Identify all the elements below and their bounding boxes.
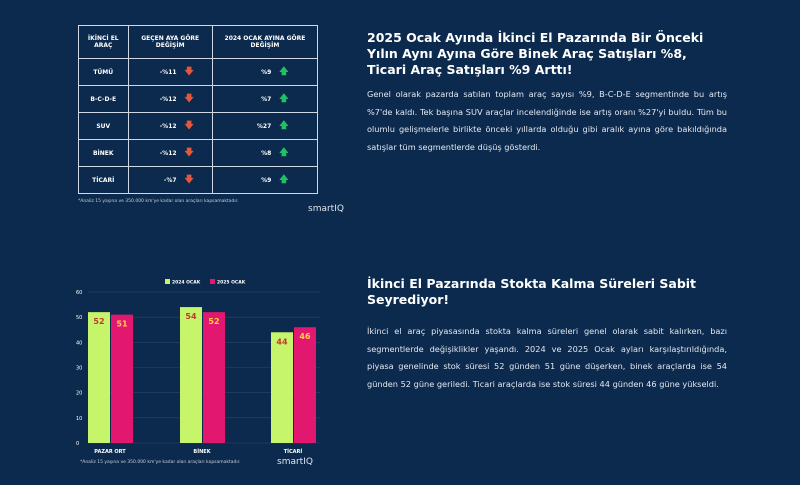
yearly-change: %7	[261, 96, 272, 103]
monthly-change: -%12	[159, 123, 177, 130]
yearly-change: %27	[256, 123, 272, 130]
data-label: 44	[276, 337, 288, 346]
bar	[271, 332, 293, 443]
table-row: TİCARİ -%7 🡇 %9 🡅	[78, 166, 319, 194]
bar	[294, 327, 316, 443]
legend-label: 2024 OCAK	[172, 280, 201, 286]
table-row: SUV -%12 🡇 %27 🡅	[78, 112, 319, 140]
arrow-up-icon: 🡅	[279, 148, 289, 158]
arrow-up-icon: 🡅	[279, 175, 289, 185]
monthly-change-cell: -%12 🡇	[127, 139, 213, 167]
table-note: *Analiz 15 yaşına ve 350.000 km'ye kadar…	[78, 199, 239, 204]
stock-duration-chart: 0 10 20 30 40 50 60 2024 OCAK 2025 OCAK 52 51 PAZAR…	[76, 279, 320, 455]
chart-logo: smartIQ	[277, 457, 313, 467]
x-tick-label: PAZAR ORT	[94, 449, 126, 455]
y-tick-label: 10	[76, 416, 82, 422]
section2-title: İkinci El Pazarında Stokta Kalma Süreler…	[367, 276, 697, 307]
data-label: 51	[116, 320, 128, 329]
data-label: 46	[299, 332, 311, 341]
monthly-change-cell: -%11 🡇	[127, 58, 213, 86]
yearly-change-cell: %9 🡅	[211, 58, 319, 86]
section2-body: İkinci el araç piyasasında stokta kalma …	[367, 326, 727, 389]
yearly-change: %9	[261, 69, 272, 76]
yearly-change-cell: %8 🡅	[211, 139, 319, 167]
yearly-change-cell: %9 🡅	[211, 166, 319, 194]
monthly-change: -%12	[159, 150, 177, 157]
monthly-change-cell: -%12 🡇	[127, 85, 213, 113]
data-label: 52	[208, 317, 219, 326]
arrow-down-icon: 🡇	[184, 67, 194, 77]
segment: B-C-D-E	[78, 85, 129, 113]
segment: TÜMÜ	[78, 58, 129, 86]
segment: TİCARİ	[78, 166, 129, 194]
x-tick-label: BİNEK	[193, 448, 211, 455]
arrow-down-icon: 🡇	[184, 175, 194, 185]
arrow-up-icon: 🡅	[279, 121, 289, 131]
bar	[111, 314, 133, 443]
y-tick-label: 40	[76, 340, 82, 346]
y-tick-label: 60	[76, 290, 82, 296]
table-row: B-C-D-E -%12 🡇 %7 🡅	[78, 85, 319, 113]
chart-note: *Analiz 15 yaşına ve 350.000 km'ye kadar…	[80, 460, 241, 465]
yearly-change-cell: %27 🡅	[211, 112, 319, 140]
header: İKİNCİ EL ARAÇ	[78, 25, 129, 59]
bar	[88, 312, 110, 443]
arrow-up-icon: 🡅	[279, 67, 289, 77]
change-table: İKİNCİ EL ARAÇ GEÇEN AYA GÖRE DEĞİŞİM 20…	[78, 25, 319, 194]
monthly-change: -%7	[163, 177, 177, 184]
table-row: BİNEK -%12 🡇 %8 🡅	[78, 139, 319, 167]
y-tick-label: 50	[76, 315, 82, 321]
data-label: 52	[93, 317, 104, 326]
y-tick-label: 0	[76, 441, 79, 447]
table-row: TÜMÜ -%11 🡇 %9 🡅	[78, 58, 319, 86]
bar	[203, 312, 225, 443]
logo: smartIQ	[308, 204, 344, 214]
y-tick-label: 30	[76, 366, 82, 372]
yearly-change-cell: %7 🡅	[211, 85, 319, 113]
section1-body: Genel olarak pazarda satılan toplam araç…	[367, 89, 727, 152]
monthly-change-cell: -%12 🡇	[127, 112, 213, 140]
yearly-change: %9	[261, 177, 272, 184]
legend-label: 2025 OCAK	[217, 280, 246, 286]
arrow-down-icon: 🡇	[184, 94, 194, 104]
segment: BİNEK	[78, 139, 129, 167]
header: GEÇEN AYA GÖRE DEĞİŞİM	[127, 25, 213, 59]
bar	[180, 307, 202, 443]
monthly-change: -%11	[159, 69, 177, 76]
header: 2024 OCAK AYINA GÖRE DEĞİŞİM	[211, 25, 319, 59]
monthly-change-cell: -%7 🡇	[127, 166, 213, 194]
arrow-down-icon: 🡇	[184, 121, 194, 131]
legend-swatch	[210, 279, 215, 284]
segment: SUV	[78, 112, 129, 140]
x-tick-label: TİCARİ	[284, 448, 303, 455]
y-tick-label: 20	[76, 391, 82, 397]
data-label: 54	[185, 312, 197, 321]
arrow-down-icon: 🡇	[184, 148, 194, 158]
legend-swatch	[165, 279, 170, 284]
monthly-change: -%12	[159, 96, 177, 103]
arrow-up-icon: 🡅	[279, 94, 289, 104]
yearly-change: %8	[261, 150, 272, 157]
section1-title: 2025 Ocak Ayında İkinci El Pazarında Bir…	[367, 30, 704, 77]
